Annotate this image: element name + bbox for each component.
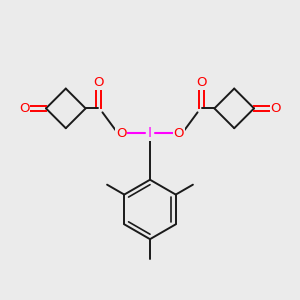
Text: O: O [93, 76, 104, 89]
Text: O: O [116, 127, 127, 140]
Text: I: I [148, 126, 152, 140]
Text: O: O [173, 127, 184, 140]
Text: O: O [196, 76, 207, 89]
Text: O: O [19, 102, 29, 115]
Text: O: O [271, 102, 281, 115]
